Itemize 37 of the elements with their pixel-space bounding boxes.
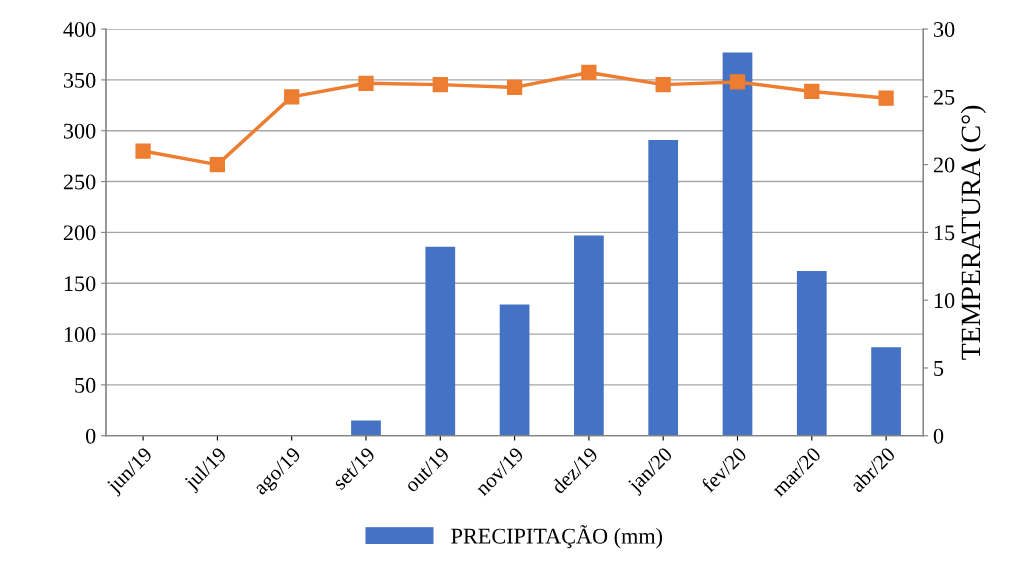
point [209, 156, 226, 173]
y-tick-label: 300 [63, 123, 96, 139]
y-tick-label: 100 [64, 327, 96, 342]
y2-axis-title: TEMPERATURA (C°) [960, 105, 986, 360]
bar [796, 271, 827, 436]
point [506, 79, 523, 95]
point [878, 90, 894, 106]
legend-label: PRECIPITAÇÃO (mm) [451, 524, 663, 549]
y-tick-label: 250 [63, 174, 96, 190]
point [581, 64, 597, 81]
point [729, 74, 746, 90]
y-tick-label: 0 [85, 428, 96, 444]
bar [499, 304, 530, 436]
y-tick-label: 200 [63, 225, 96, 241]
y2-tick-label: 25 [933, 89, 955, 105]
y-tick-label: 350 [63, 72, 96, 88]
bar [425, 246, 456, 436]
bar [871, 347, 901, 436]
point [135, 143, 151, 159]
y-tick-label: 150 [64, 276, 96, 292]
y2-tick-label: 0 [933, 428, 944, 444]
bar [574, 235, 604, 436]
y2-tick-label: 20 [933, 157, 955, 173]
bar [648, 139, 679, 436]
y2-tick-label: 30 [934, 21, 955, 37]
point [284, 89, 300, 105]
y2-tick-label: 15 [934, 225, 955, 241]
bar [351, 420, 381, 436]
point [358, 75, 374, 91]
point [804, 83, 820, 100]
bar [722, 52, 753, 436]
y-tick-label: 50 [75, 377, 96, 393]
point [655, 76, 671, 93]
y2-tick-label: 5 [934, 361, 944, 376]
point [432, 76, 448, 93]
y-tick-label: 400 [63, 21, 96, 37]
y2-tick-label: 10 [934, 293, 955, 309]
